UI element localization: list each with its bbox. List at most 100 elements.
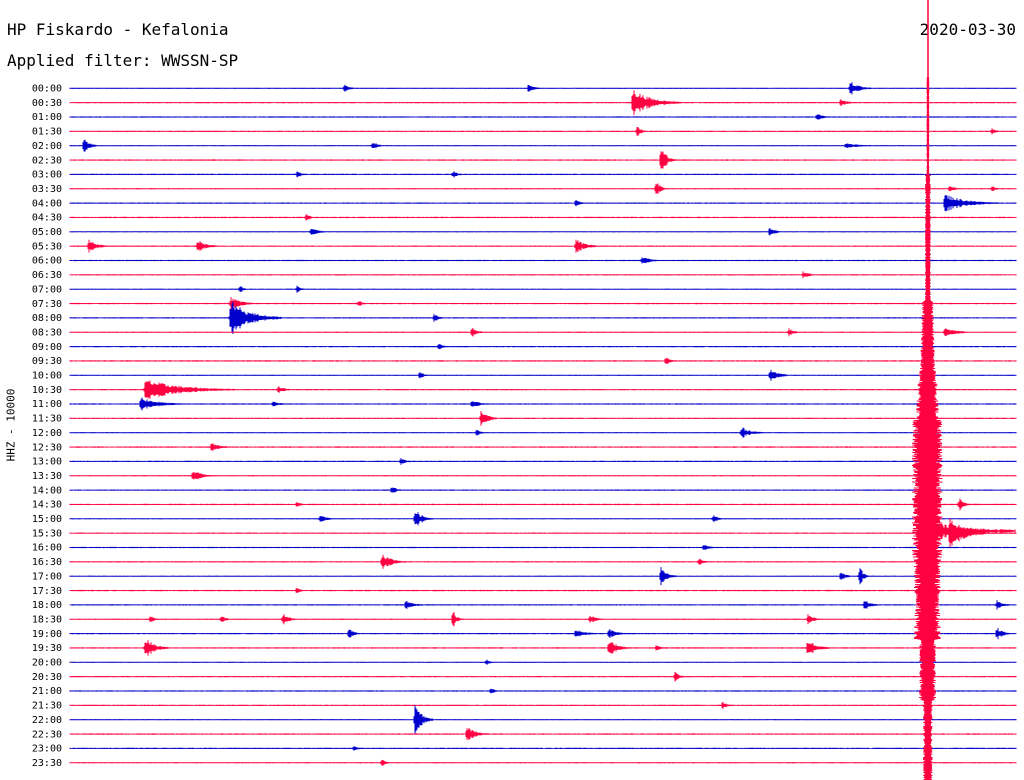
trace-line — [69, 759, 1017, 766]
time-tick-label: 09:00 — [32, 342, 62, 353]
time-tick-label: 03:30 — [32, 184, 62, 195]
filter-label: Applied filter: WWSSN-SP — [7, 51, 239, 70]
trace-line — [69, 443, 1017, 451]
time-tick-label: 19:30 — [32, 643, 62, 654]
time-tick-label: 07:00 — [32, 284, 62, 295]
trace-line — [69, 567, 1017, 586]
trace-line — [69, 171, 1017, 178]
trace-line — [69, 297, 1017, 310]
trace-line — [69, 358, 1017, 364]
trace-line — [69, 257, 1017, 264]
time-tick-label: 10:00 — [32, 371, 62, 382]
time-tick-label: 09:30 — [32, 356, 62, 367]
time-tick-label: 04:30 — [32, 213, 62, 224]
trace-line — [69, 746, 1017, 751]
time-tick-label: 03:00 — [32, 170, 62, 181]
trace-line — [69, 369, 1017, 381]
time-tick-label: 23:30 — [32, 758, 62, 769]
seismic-traces — [69, 82, 1017, 766]
time-tick-label: 19:00 — [32, 629, 62, 640]
trace-line — [69, 114, 1017, 120]
trace-line — [69, 239, 1017, 253]
trace-line — [69, 640, 1017, 656]
time-tick-label: 16:00 — [32, 543, 62, 554]
time-tick-label: 20:30 — [32, 672, 62, 683]
trace-line — [69, 151, 1017, 169]
trace-line — [69, 545, 1017, 550]
time-tick-label: 23:00 — [32, 744, 62, 755]
time-tick-label: 11:30 — [32, 414, 62, 425]
time-tick-label: 21:30 — [32, 701, 62, 712]
trace-line — [69, 411, 1017, 426]
time-tick-label: 06:30 — [32, 270, 62, 281]
time-tick-label: 00:00 — [32, 84, 62, 95]
time-tick-label: 14:30 — [32, 500, 62, 511]
time-tick-labels: 00:00 00:30 01:00 01:30 02:00 02:30 03:00 03:30… — [32, 84, 62, 769]
earthquake-coda — [927, 520, 1016, 542]
earthquake-envelope — [912, 77, 943, 780]
trace-line — [69, 397, 1017, 411]
time-tick-label: 04:00 — [32, 198, 62, 209]
time-tick-label: 10:30 — [32, 385, 62, 396]
time-tick-label: 21:00 — [32, 686, 62, 697]
trace-line — [69, 139, 1017, 152]
time-tick-label: 18:00 — [32, 600, 62, 611]
time-tick-label: 13:30 — [32, 471, 62, 482]
trace-line — [69, 183, 1017, 194]
trace-line — [69, 728, 1017, 740]
time-tick-label: 15:30 — [32, 528, 62, 539]
trace-line — [69, 705, 1017, 735]
time-tick-label: 15:00 — [32, 514, 62, 525]
trace-line — [69, 328, 1017, 337]
trace-line — [69, 344, 1017, 350]
trace-line — [69, 214, 1017, 221]
time-tick-label: 20:00 — [32, 658, 62, 669]
time-tick-label: 08:00 — [32, 313, 62, 324]
trace-line — [69, 127, 1017, 136]
time-tick-label: 17:30 — [32, 586, 62, 597]
trace-line — [69, 588, 1017, 593]
time-tick-label: 02:00 — [32, 141, 62, 152]
trace-line — [69, 458, 1017, 465]
trace-line — [69, 82, 1017, 95]
trace-line — [69, 702, 1017, 709]
time-tick-label: 01:30 — [32, 127, 62, 138]
time-tick-label: 01:00 — [32, 112, 62, 123]
time-tick-label: 12:30 — [32, 442, 62, 453]
time-tick-label: 14:00 — [32, 485, 62, 496]
time-tick-label: 22:00 — [32, 715, 62, 726]
trace-line — [69, 285, 1017, 293]
trace-line — [69, 688, 1017, 694]
time-tick-label: 00:30 — [32, 98, 62, 109]
trace-line — [69, 427, 1017, 438]
trace-line — [69, 380, 1017, 399]
trace-line — [69, 487, 1017, 493]
trace-line — [69, 612, 1017, 627]
trace-line — [69, 90, 1017, 115]
time-tick-label: 13:00 — [32, 457, 62, 468]
time-tick-label: 16:30 — [32, 557, 62, 568]
trace-line — [69, 671, 1017, 682]
time-tick-label: 06:00 — [32, 256, 62, 267]
time-tick-label: 17:00 — [32, 571, 62, 582]
time-tick-label: 18:30 — [32, 614, 62, 625]
trace-line — [69, 512, 1017, 526]
trace-line — [69, 659, 1017, 665]
trace-line — [69, 301, 1017, 334]
trace-line — [69, 472, 1017, 480]
date-label: 2020-03-30 — [919, 20, 1016, 39]
trace-line — [69, 554, 1017, 569]
trace-line — [69, 628, 1017, 640]
large-earthquake-signal — [912, 0, 1016, 780]
time-tick-label: 22:30 — [32, 729, 62, 740]
time-tick-label: 07:30 — [32, 299, 62, 310]
trace-line — [69, 195, 1017, 212]
time-tick-label: 11:00 — [32, 399, 62, 410]
time-tick-label: 05:00 — [32, 227, 62, 238]
trace-line — [69, 228, 1017, 236]
trace-line — [69, 600, 1017, 610]
station-title: HP Fiskardo - Kefalonia — [7, 20, 229, 39]
time-tick-label: 08:30 — [32, 327, 62, 338]
time-tick-label: 05:30 — [32, 241, 62, 252]
